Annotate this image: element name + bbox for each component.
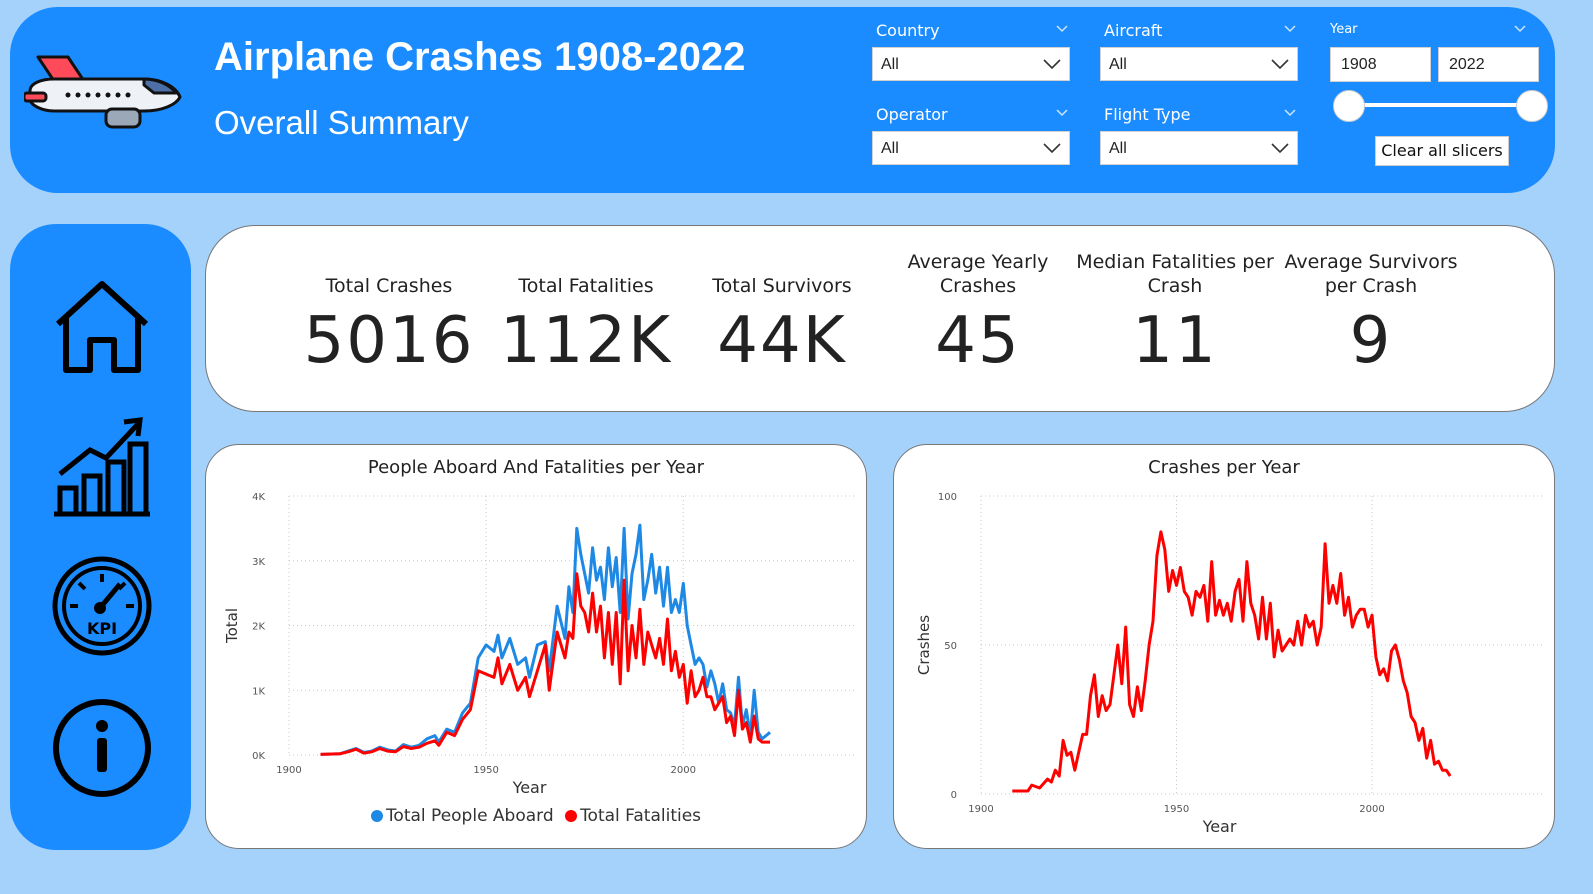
slicer-aircraft-label: Aircraft [1104,21,1163,40]
x-tick-label: 2000 [1359,804,1384,815]
kpi-label: Median Fatalities per Crash [1076,251,1274,297]
x-tick-label: 1900 [276,765,301,776]
chart-card-people-aboard-fatalities: People Aboard And Fatalities per Year 0K… [205,444,867,849]
y-axis-title: Total [223,608,241,644]
kpi-value: 11 [1132,304,1218,378]
kpi-value: 112K [499,304,673,378]
chevron-down-icon [1043,143,1061,154]
flight-type-dropdown[interactable]: All [1100,131,1298,165]
crashes-per-year-chart[interactable]: 0 50 100 1900 1950 2000 Year Crashes [894,445,1556,850]
svg-text:KPI: KPI [87,619,117,638]
kpi-label: Total Fatalities [518,275,654,297]
kpi-label: Average Yearly Crashes [907,251,1049,297]
slicer-country: Country All [872,19,1070,81]
sidebar-nav: KPI [10,224,191,850]
legend-dot-aboard [370,810,383,822]
year-to-input[interactable]: 2022 [1438,47,1539,82]
series-line-0 [320,523,771,756]
aircraft-dropdown-value: All [1109,56,1127,73]
kpi-value: 45 [935,304,1021,378]
chevron-down-icon [1271,59,1289,70]
y-tick-label: 2K [252,622,265,633]
y-tick-label: 0K [252,751,265,762]
slicer-operator-label: Operator [876,105,948,124]
slicer-flight-type-label: Flight Type [1104,105,1191,124]
header-banner: Airplane Crashes 1908-2022 Overall Summa… [10,7,1555,193]
chart-title: People Aboard And Fatalities per Year [367,457,705,478]
slicer-aircraft: Aircraft All [1100,19,1298,81]
chevron-down-icon [1043,59,1061,70]
year-range-track[interactable] [1349,103,1533,107]
kpi-value: 44K [717,304,847,378]
kpi-label: Total Survivors [712,275,852,297]
chart-title: Crashes per Year [1148,457,1300,478]
operator-dropdown-value: All [881,140,899,157]
kpi-value: 9 [1349,304,1393,378]
legend-item-fatalities[interactable]: Total Fatalities [580,806,702,826]
slicer-country-label: Country [876,21,940,40]
kpi-panel: Total Crashes 5016 Total Fatalities 112K… [205,225,1555,412]
kpi-label: Average Survivors per Crash [1284,251,1458,297]
slicer-year-label: Year [1330,22,1358,37]
aircraft-dropdown[interactable]: All [1100,47,1298,81]
home-icon[interactable] [50,278,154,382]
series-line-0 [1012,530,1452,793]
series-line-1 [320,572,770,756]
y-tick-label: 0 [951,790,957,801]
page-subtitle: Overall Summary [214,104,469,141]
year-end-handle[interactable] [1516,90,1548,122]
legend-item-aboard[interactable]: Total People Aboard [385,806,554,826]
operator-dropdown[interactable]: All [872,131,1070,165]
country-dropdown[interactable]: All [872,47,1070,81]
kpi-gauge-icon[interactable]: KPI [50,554,154,658]
slicer-flight-type: Flight Type All [1100,103,1298,165]
x-tick-label: 1950 [1164,804,1189,815]
chevron-down-icon [1271,143,1289,154]
y-tick-label: 3K [252,557,265,568]
chevron-down-icon[interactable] [1056,108,1068,118]
kpi-value: 5016 [303,304,475,378]
slicer-operator: Operator All [872,103,1070,165]
y-tick-label: 4K [252,492,265,503]
y-tick-label: 1K [252,686,265,697]
y-tick-label: 100 [938,492,957,503]
info-icon[interactable] [50,696,154,800]
page-title: Airplane Crashes 1908-2022 [214,35,746,79]
chevron-down-icon[interactable] [1284,24,1296,34]
x-axis-title: Year [512,778,547,797]
slicer-year: Year 1908 2022 [1320,20,1548,122]
chevron-down-icon[interactable] [1284,108,1296,118]
y-tick-label: 50 [944,641,957,652]
kpi-label: Total Crashes [325,275,453,297]
year-start-handle[interactable] [1333,90,1365,122]
year-from-input[interactable]: 1908 [1330,47,1431,82]
clear-all-slicers-button[interactable]: Clear all slicers [1375,136,1509,166]
flight-type-dropdown-value: All [1109,140,1127,157]
chevron-down-icon[interactable] [1514,24,1526,34]
chevron-down-icon[interactable] [1056,24,1068,34]
y-axis-title: Crashes [915,615,933,675]
x-tick-label: 1950 [473,765,498,776]
x-tick-label: 2000 [671,765,696,776]
chart-legend: Total People Aboard Total Fatalities [206,806,866,826]
x-tick-label: 1900 [968,804,993,815]
x-axis-title: Year [1202,817,1237,836]
chart-card-crashes-per-year: Crashes per Year 0 50 100 1900 1950 2000 Year C… [893,444,1555,849]
growth-chart-icon[interactable] [50,414,154,518]
airplane-icon [24,55,182,129]
legend-dot-fatalities [565,810,578,822]
country-dropdown-value: All [881,56,899,73]
people-aboard-fatalities-chart[interactable]: 0K 1K 2K 3K 4K 1900 1950 2000 Year Total [206,445,868,850]
